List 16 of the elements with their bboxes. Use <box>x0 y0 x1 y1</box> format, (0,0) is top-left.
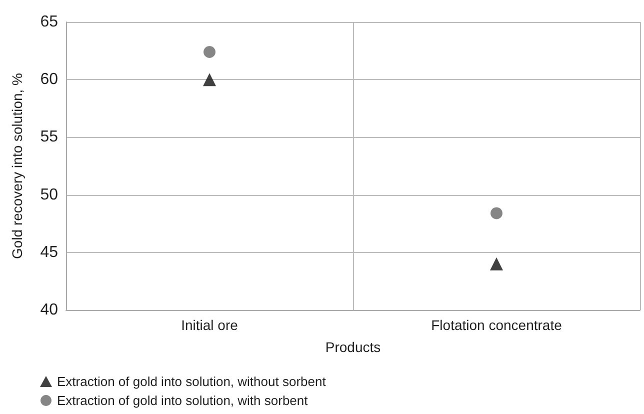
point <box>490 207 502 220</box>
point <box>490 257 503 270</box>
y-tick-label: 65 <box>40 14 58 30</box>
x-axis-title: Products <box>325 339 381 355</box>
y-tick-label: 60 <box>40 71 58 88</box>
y-tick-label: 50 <box>40 186 58 204</box>
y-tick-label: 55 <box>40 128 58 146</box>
point <box>204 46 216 58</box>
point <box>203 73 216 86</box>
legend-label: Extraction of gold into solution, with sorbent <box>57 393 308 408</box>
x-tick-label: Initial ore <box>181 317 238 333</box>
y-tick-label: 40 <box>40 302 58 318</box>
legend-label: Extraction of gold into solution, without sorbent <box>57 374 326 389</box>
x-tick-label: Flotation concentrate <box>431 317 562 333</box>
y-tick-label: 45 <box>40 244 58 261</box>
y-axis-title: Gold recovery into solution, % <box>9 73 25 259</box>
